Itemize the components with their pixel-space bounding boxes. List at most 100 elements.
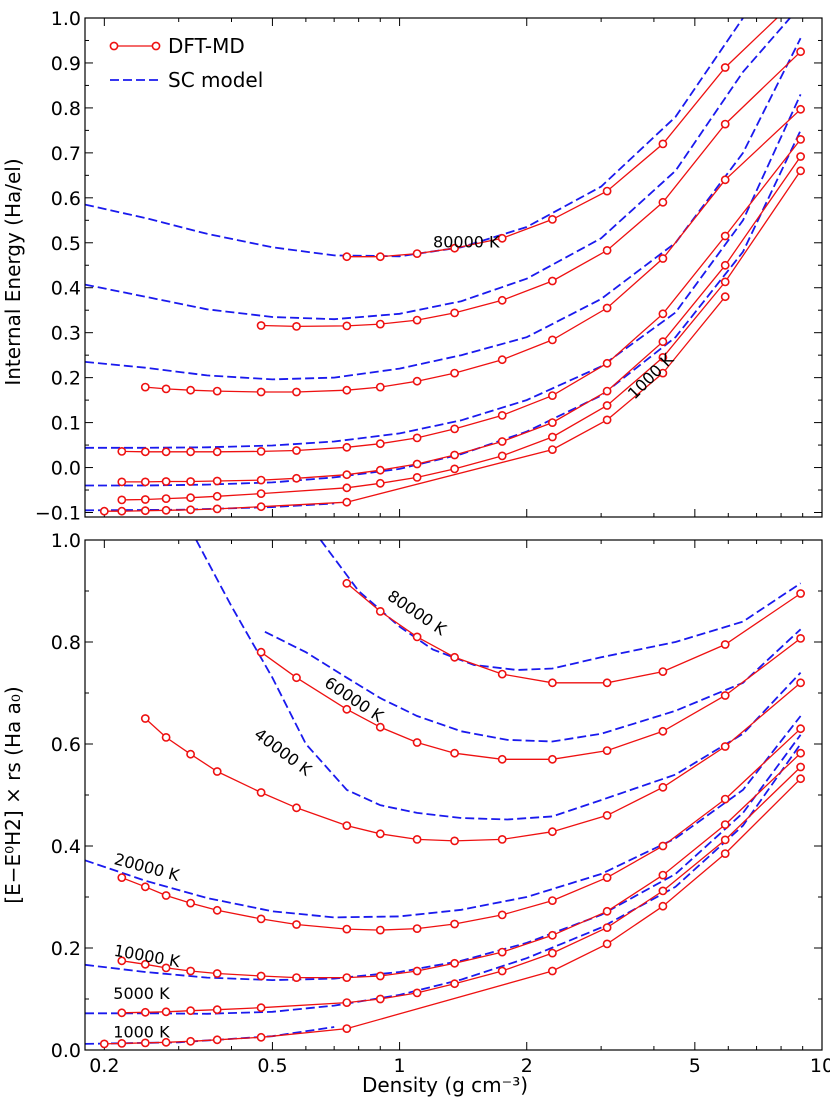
top-point-dft-md-40000-k — [342, 385, 352, 395]
bottom-point-dft-md-80000-k — [450, 652, 459, 662]
bottom-point-dft-md-20000-k — [375, 925, 385, 935]
top-point-dft-md-1000-k — [720, 292, 730, 302]
top-point-dft-md-5000-k — [212, 491, 222, 501]
x-tick-label: 0.5 — [257, 1055, 287, 1077]
top-point-dft-md-20000-k — [117, 446, 127, 456]
bottom-point-dft-md-60000-k — [412, 738, 422, 747]
top-panel: −0.1 0.0 0.1 0.2 0.3 0.4 0.5 0.6 0.7 0.8 0.9 1.0 800… — [35, 8, 823, 525]
top-point-dft-md-40000-k — [186, 385, 195, 395]
top-series-dft-md-20000-k — [121, 139, 802, 453]
bottom-point-dft-md-5000-k — [602, 923, 612, 932]
bottom-point-dft-md-5000-k — [161, 1007, 171, 1017]
top-point-dft-md-10000-k — [292, 473, 301, 483]
top-point-dft-md-40000-k — [720, 175, 730, 185]
bottom-point-dft-md-5000-k — [186, 1006, 195, 1016]
top-series-dft-md-80000-k — [346, 18, 778, 258]
top-point-dft-md-10000-k — [375, 465, 385, 475]
bottom-point-dft-md-40000-k — [497, 835, 507, 844]
bottom-point-dft-md-40000-k — [140, 714, 150, 723]
bottom-series-sc-model-60000-k — [264, 628, 802, 743]
bottom-annotation-40000-k: 40000 K — [251, 724, 316, 779]
top-point-dft-md-80000-k — [548, 214, 557, 224]
bottom-point-dft-md-40000-k — [658, 782, 668, 792]
top-point-dft-md-40000-k — [292, 387, 301, 397]
bottom-y-tick-label: 0.4 — [51, 836, 81, 858]
bottom-annotation-1000-k: 1000 K — [113, 1022, 170, 1041]
bottom-point-dft-md-20000-k — [602, 873, 612, 882]
bottom-point-dft-md-40000-k — [375, 829, 385, 839]
bottom-point-dft-md-20000-k — [117, 873, 127, 882]
top-point-dft-md-10000-k — [161, 477, 171, 486]
x-tick-label: 5 — [689, 1055, 701, 1077]
legend-dft-label: DFT-MD — [168, 34, 245, 58]
top-point-dft-md-5000-k — [256, 489, 266, 498]
top-point-dft-md-80000-k — [602, 186, 612, 196]
bottom-point-dft-md-1000-k — [658, 901, 668, 911]
top-y-tick-label: 0.9 — [51, 53, 81, 75]
top-point-dft-md-20000-k — [161, 447, 171, 457]
top-point-dft-md-5000-k — [720, 277, 730, 287]
top-point-dft-md-10000-k — [117, 477, 127, 487]
top-point-dft-md-1000-k — [161, 505, 171, 515]
top-annotation-80000-k: 80000 K — [433, 232, 500, 251]
top-series-sc-model-20000-k — [85, 94, 802, 449]
bottom-point-dft-md-20000-k — [161, 891, 171, 900]
top-point-dft-md-80000-k — [412, 249, 422, 258]
bottom-series-sc-model-5000-k — [85, 743, 802, 1015]
top-y-tick-label: 0.4 — [51, 278, 81, 300]
bottom-point-dft-md-5000-k — [497, 966, 507, 976]
bottom-point-dft-md-10000-k — [796, 748, 805, 758]
bottom-point-dft-md-20000-k — [342, 924, 352, 934]
bottom-point-dft-md-40000-k — [256, 788, 266, 797]
top-point-dft-md-80000-k — [375, 252, 385, 262]
top-point-dft-md-20000-k — [720, 231, 730, 241]
top-point-dft-md-1000-k — [212, 504, 222, 514]
bottom-point-dft-md-80000-k — [720, 640, 730, 649]
bottom-point-dft-md-40000-k — [292, 803, 301, 813]
top-point-dft-md-40000-k — [796, 104, 805, 114]
top-point-dft-md-20000-k — [292, 446, 301, 455]
top-point-dft-md-10000-k — [256, 475, 266, 485]
bottom-point-dft-md-10000-k — [186, 966, 195, 976]
bottom-point-dft-md-60000-k — [256, 647, 266, 657]
top-point-dft-md-60000-k — [548, 276, 557, 286]
bottom-y-tick-label: 1.0 — [51, 530, 81, 552]
bottom-point-dft-md-60000-k — [292, 673, 301, 683]
top-series-dft-md-10000-k — [121, 156, 802, 483]
legend-dft-marker-left — [109, 41, 119, 51]
bottom-point-dft-md-80000-k — [412, 632, 422, 642]
top-point-dft-md-5000-k — [375, 478, 385, 488]
bottom-point-dft-md-40000-k — [548, 827, 557, 837]
top-point-dft-md-20000-k — [602, 358, 612, 368]
bottom-point-dft-md-10000-k — [375, 971, 385, 981]
top-point-dft-md-1000-k — [658, 368, 668, 378]
top-point-dft-md-40000-k — [548, 335, 557, 345]
bottom-point-dft-md-5000-k — [212, 1005, 222, 1015]
top-point-dft-md-60000-k — [412, 315, 422, 325]
bottom-point-dft-md-40000-k — [796, 678, 805, 688]
top-y-tick-label: 0.0 — [51, 458, 81, 480]
bottom-series-dft-md-20000-k — [121, 728, 802, 931]
bottom-point-dft-md-1000-k — [140, 1038, 150, 1048]
bottom-point-dft-md-60000-k — [796, 634, 805, 643]
bottom-series-dft-md-40000-k — [144, 682, 802, 842]
bottom-point-dft-md-5000-k — [256, 1003, 266, 1013]
top-point-dft-md-80000-k — [658, 139, 668, 149]
top-series-dft-md-40000-k — [145, 108, 802, 393]
top-point-dft-md-20000-k — [548, 391, 557, 400]
top-point-dft-md-40000-k — [497, 355, 507, 365]
bottom-point-dft-md-10000-k — [548, 930, 557, 940]
top-point-dft-md-80000-k — [342, 252, 352, 262]
bottom-point-dft-md-1000-k — [161, 1037, 171, 1047]
bottom-point-dft-md-1000-k — [99, 1039, 109, 1049]
bottom-point-dft-md-20000-k — [292, 920, 301, 929]
top-point-dft-md-1000-k — [186, 505, 195, 515]
top-series-sc-model-60000-k — [85, 18, 791, 321]
bottom-point-dft-md-10000-k — [450, 958, 459, 968]
top-y-tick-label: 0.1 — [51, 413, 81, 435]
bottom-annotation-80000-k: 80000 K — [384, 586, 450, 639]
bottom-point-dft-md-40000-k — [161, 733, 171, 742]
top-y-tick-label: 0.3 — [51, 323, 81, 345]
top-point-dft-md-60000-k — [497, 295, 507, 305]
